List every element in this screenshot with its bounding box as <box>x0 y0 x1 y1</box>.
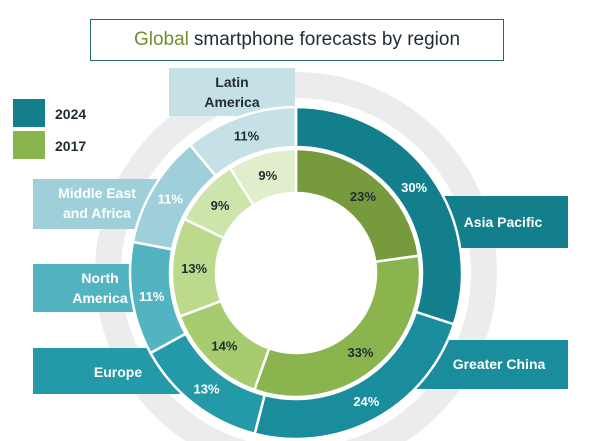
value-labels: 30% 24% 13% 11% 11% 11% 23% 33% 14% 13% 9% 9% <box>139 129 427 409</box>
outer-2024-value-label-mea: 11% <box>158 192 184 207</box>
donut-hole <box>216 193 376 353</box>
label-box-asia-pacific <box>440 196 568 248</box>
title-text: smartphone forecasts by region <box>193 29 461 50</box>
category-label-asia-pacific: Asia Pacific <box>464 214 543 230</box>
title-accent: Global <box>133 29 189 50</box>
category-label-mea-1: Middle East <box>58 185 136 201</box>
category-label-mea-2: and Africa <box>63 205 131 221</box>
outer-2024-value-label-europe: 13% <box>193 381 219 396</box>
inner-2017-value-label-mea: 9% <box>211 198 230 213</box>
chart-title: Global smartphone forecasts by region <box>90 19 504 61</box>
category-label-greater-china: Greater China <box>453 356 546 372</box>
outer-ring-2024 <box>128 105 464 441</box>
outer-2024-value-label-greater-china: 24% <box>353 394 379 409</box>
legend-swatch-2017 <box>13 131 45 159</box>
legend-swatch-2024 <box>13 99 45 127</box>
outer-2024-value-label-asia-pacific: 30% <box>401 180 427 195</box>
inner-ring-2017 <box>170 147 422 399</box>
outer-2024-value-label-north-america: 11% <box>139 289 165 304</box>
inner-2017-value-label-greater-china: 33% <box>347 345 373 360</box>
legend-label-2024: 2024 <box>55 106 87 122</box>
category-label-north-america-2: America <box>72 290 127 306</box>
category-label-north-america-1: North <box>81 270 118 286</box>
legend-label-2017: 2017 <box>55 138 87 154</box>
outer-2024-value-label-latin-america: 11% <box>234 129 260 144</box>
inner-2017-value-label-europe: 14% <box>211 339 237 354</box>
category-label-latin-america-2: America <box>204 94 259 110</box>
inner-2017-value-label-latin-america: 9% <box>258 168 277 183</box>
outer-2024-slice-latin-america <box>188 105 298 178</box>
inner-2017-value-label-asia-pacific: 23% <box>350 189 376 204</box>
inner-2017-value-label-north-america: 13% <box>181 261 207 276</box>
category-label-europe: Europe <box>94 364 142 380</box>
category-label-latin-america-1: Latin <box>215 74 248 90</box>
